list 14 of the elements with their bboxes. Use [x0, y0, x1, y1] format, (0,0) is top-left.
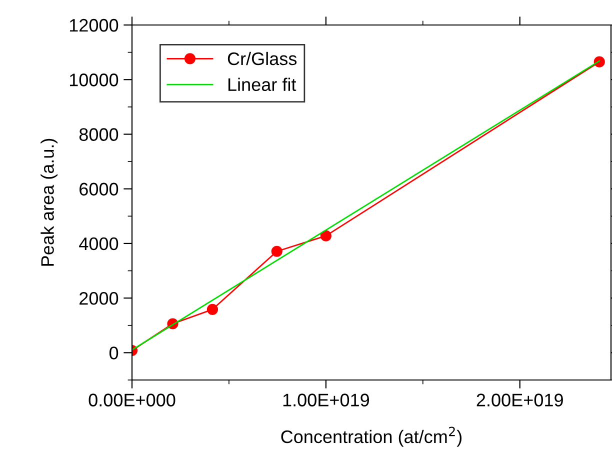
- y-tick-label: 0: [109, 346, 118, 360]
- legend-label: Linear fit: [228, 78, 296, 92]
- x-axis-title: Concentration (at/cm$^{2}$): [281, 426, 462, 447]
- y-tick-label: 6000: [80, 182, 118, 196]
- y-tick-label: 2000: [80, 292, 118, 305]
- legend-label: Cr/Glass: [228, 52, 297, 66]
- x-tick-label: 0.00E+000: [88, 394, 176, 406]
- y-tick-label: 4000: [79, 237, 118, 250]
- y-tick-label: 8000: [79, 128, 118, 141]
- y-tick-label: 10000: [70, 74, 118, 86]
- y-axis-title: Peak area (a.u.): [40, 138, 58, 266]
- y-tick-label: 12000: [70, 18, 118, 32]
- x-tick-label: 2.00E+019: [476, 394, 563, 406]
- x-tick-label: 1.00E+019: [283, 394, 369, 406]
